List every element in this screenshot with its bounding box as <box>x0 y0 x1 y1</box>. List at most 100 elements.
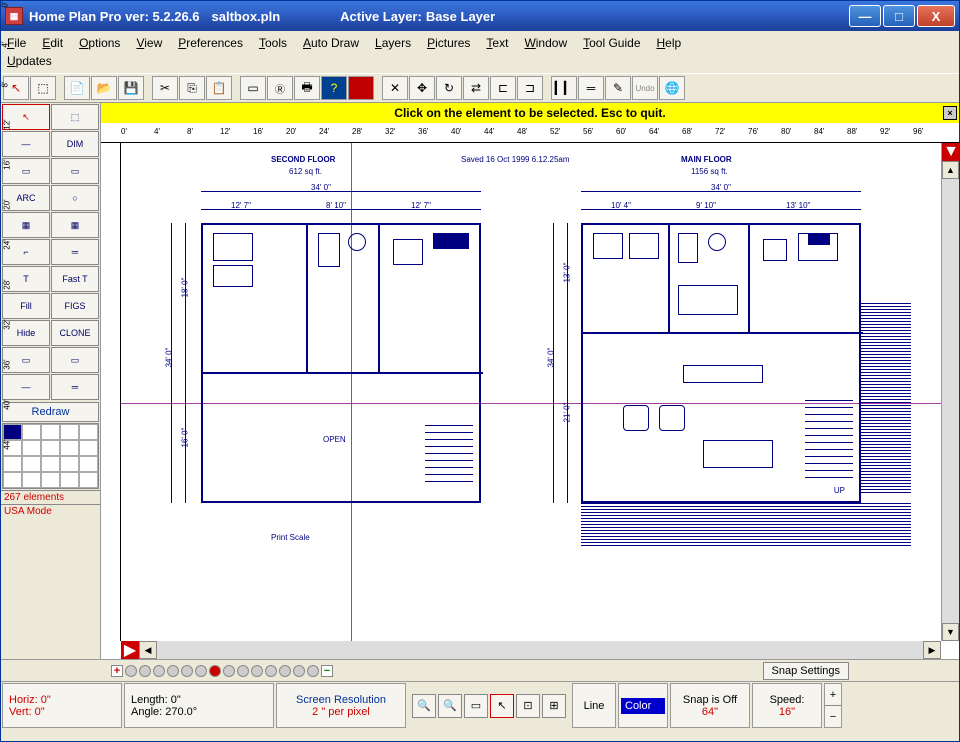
redraw-button[interactable]: Redraw <box>2 402 99 422</box>
tool-8-1[interactable]: CLONE <box>51 320 99 346</box>
remove-layer-button[interactable]: − <box>321 665 333 677</box>
open-button[interactable]: 📂 <box>91 76 117 100</box>
undo-button[interactable]: Undo <box>632 76 658 100</box>
menu-text[interactable]: Text <box>486 36 508 50</box>
scroll-right-button[interactable]: ▶ <box>923 641 941 659</box>
align-v-button[interactable]: ⊐ <box>517 76 543 100</box>
flag-button[interactable] <box>348 76 374 100</box>
tool-3-1[interactable]: ○ <box>51 185 99 211</box>
menu-window[interactable]: Window <box>524 36 567 50</box>
layer-dot[interactable] <box>293 665 305 677</box>
new-button[interactable]: 📄 <box>64 76 90 100</box>
menu-auto-draw[interactable]: Auto Draw <box>303 36 359 50</box>
horizontal-scrollbar[interactable]: ▶ ◀ ▶ <box>101 641 959 659</box>
menu-tools[interactable]: Tools <box>259 36 287 50</box>
menu-tool-guide[interactable]: Tool Guide <box>583 36 640 50</box>
print-button[interactable]: 🖶 <box>294 76 320 100</box>
snap-settings-button[interactable]: Snap Settings <box>763 662 850 680</box>
help-button[interactable]: ? <box>321 76 347 100</box>
menu-updates[interactable]: Updates <box>7 54 52 68</box>
layer-dot[interactable] <box>139 665 151 677</box>
layer-dot-active[interactable] <box>209 665 221 677</box>
tool-2-1[interactable]: ▭ <box>51 158 99 184</box>
close-button[interactable]: X <box>917 5 955 27</box>
scroll-up-button[interactable]: ▲ <box>942 161 959 179</box>
menu-layers[interactable]: Layers <box>375 36 411 50</box>
layer-dot[interactable] <box>195 665 207 677</box>
menu-pictures[interactable]: Pictures <box>427 36 470 50</box>
snap-label[interactable]: Snap is Off <box>677 694 743 706</box>
add-layer-button[interactable]: + <box>111 665 123 677</box>
save-button[interactable]: 💾 <box>118 76 144 100</box>
zoom-in-button[interactable]: 🔍 <box>412 694 436 718</box>
layer-dot[interactable] <box>251 665 263 677</box>
paste-button[interactable]: 📋 <box>206 76 232 100</box>
select-arrow-button[interactable]: ↖ <box>3 76 29 100</box>
zoom-fit-button[interactable]: ⊡ <box>516 694 540 718</box>
move-button[interactable]: ✥ <box>409 76 435 100</box>
cut-button[interactable]: ✂ <box>152 76 178 100</box>
tool-5-1[interactable]: ═ <box>51 239 99 265</box>
tool-1-1[interactable]: DIM <box>51 131 99 157</box>
tool-10-1[interactable]: ═ <box>51 374 99 400</box>
zoom-out-button[interactable]: 🔍 <box>438 694 462 718</box>
line-label[interactable]: Line <box>579 700 609 712</box>
hbar-button[interactable]: ═ <box>578 76 604 100</box>
tool-1-0[interactable]: — <box>2 131 50 157</box>
menu-options[interactable]: Options <box>79 36 120 50</box>
align-h-button[interactable]: ⊏ <box>490 76 516 100</box>
menu-view[interactable]: View <box>136 36 162 50</box>
vbar-button[interactable]: ▎▎ <box>551 76 577 100</box>
scroll-left-button[interactable]: ◀ <box>139 641 157 659</box>
layer-dot[interactable] <box>279 665 291 677</box>
vertical-ruler: 0'4'8'12'16'20'24'28'32'36'40'44' <box>101 143 121 641</box>
drawing-canvas[interactable]: Saved 16 Oct 1999 6.12.25am SECOND FLOOR… <box>121 143 941 641</box>
layer-tab-bar: + − Snap Settings <box>1 659 959 681</box>
tool-9-1[interactable]: ▭ <box>51 347 99 373</box>
tool-0-1[interactable]: ⬚ <box>51 104 99 130</box>
menu-file[interactable]: File <box>7 36 26 50</box>
scroll-down-button[interactable]: ▼ <box>942 623 959 641</box>
scroll-red-top[interactable]: ▼ <box>942 143 960 161</box>
right-area: 1156 sq ft. <box>691 167 728 176</box>
x-button[interactable]: ✕ <box>382 76 408 100</box>
hint-close-button[interactable]: × <box>943 106 957 120</box>
layer-dot[interactable] <box>307 665 319 677</box>
color-button[interactable]: Color <box>621 698 665 714</box>
menu-preferences[interactable]: Preferences <box>178 36 243 50</box>
zoom-sel-button[interactable]: ↖ <box>490 694 514 718</box>
layer-dot[interactable] <box>167 665 179 677</box>
tool-7-1[interactable]: FIGS <box>51 293 99 319</box>
layer-dot[interactable] <box>223 665 235 677</box>
maximize-button[interactable]: □ <box>883 5 915 27</box>
scroll-red-left[interactable]: ▶ <box>121 641 139 659</box>
zoom-ext-button[interactable]: ⊞ <box>542 694 566 718</box>
copy-button[interactable]: ⎘ <box>179 76 205 100</box>
globe-button[interactable]: 🌐 <box>659 76 685 100</box>
tool-7-0[interactable]: Fill <box>2 293 50 319</box>
tool-4-0[interactable]: ▦ <box>2 212 50 238</box>
color-palette[interactable] <box>2 423 99 489</box>
vertical-scrollbar[interactable]: ▼ ▲ ▼ <box>941 143 959 641</box>
eraser-button[interactable]: ✎ <box>605 76 631 100</box>
speed-up-button[interactable]: + <box>825 684 841 706</box>
rect-tool-button[interactable]: ▭ <box>240 76 266 100</box>
layer-dot[interactable] <box>237 665 249 677</box>
marquee-select-button[interactable]: ⬚ <box>30 76 56 100</box>
layer-dot[interactable] <box>265 665 277 677</box>
rotate-button[interactable]: ↻ <box>436 76 462 100</box>
menu-help[interactable]: Help <box>657 36 682 50</box>
r-tool-button[interactable]: Ⓡ <box>267 76 293 100</box>
speed-down-button[interactable]: − <box>825 706 841 727</box>
layer-dot[interactable] <box>181 665 193 677</box>
tool-6-1[interactable]: Fast T <box>51 266 99 292</box>
flip-button[interactable]: ⇄ <box>463 76 489 100</box>
zoom-rect-button[interactable]: ▭ <box>464 694 488 718</box>
layer-dot[interactable] <box>125 665 137 677</box>
titlebar: ▦ Home Plan Pro ver: 5.2.26.6 saltbox.pl… <box>1 1 959 31</box>
tool-10-0[interactable]: — <box>2 374 50 400</box>
tool-4-1[interactable]: ▦ <box>51 212 99 238</box>
menu-edit[interactable]: Edit <box>42 36 63 50</box>
layer-dot[interactable] <box>153 665 165 677</box>
minimize-button[interactable]: — <box>849 5 881 27</box>
